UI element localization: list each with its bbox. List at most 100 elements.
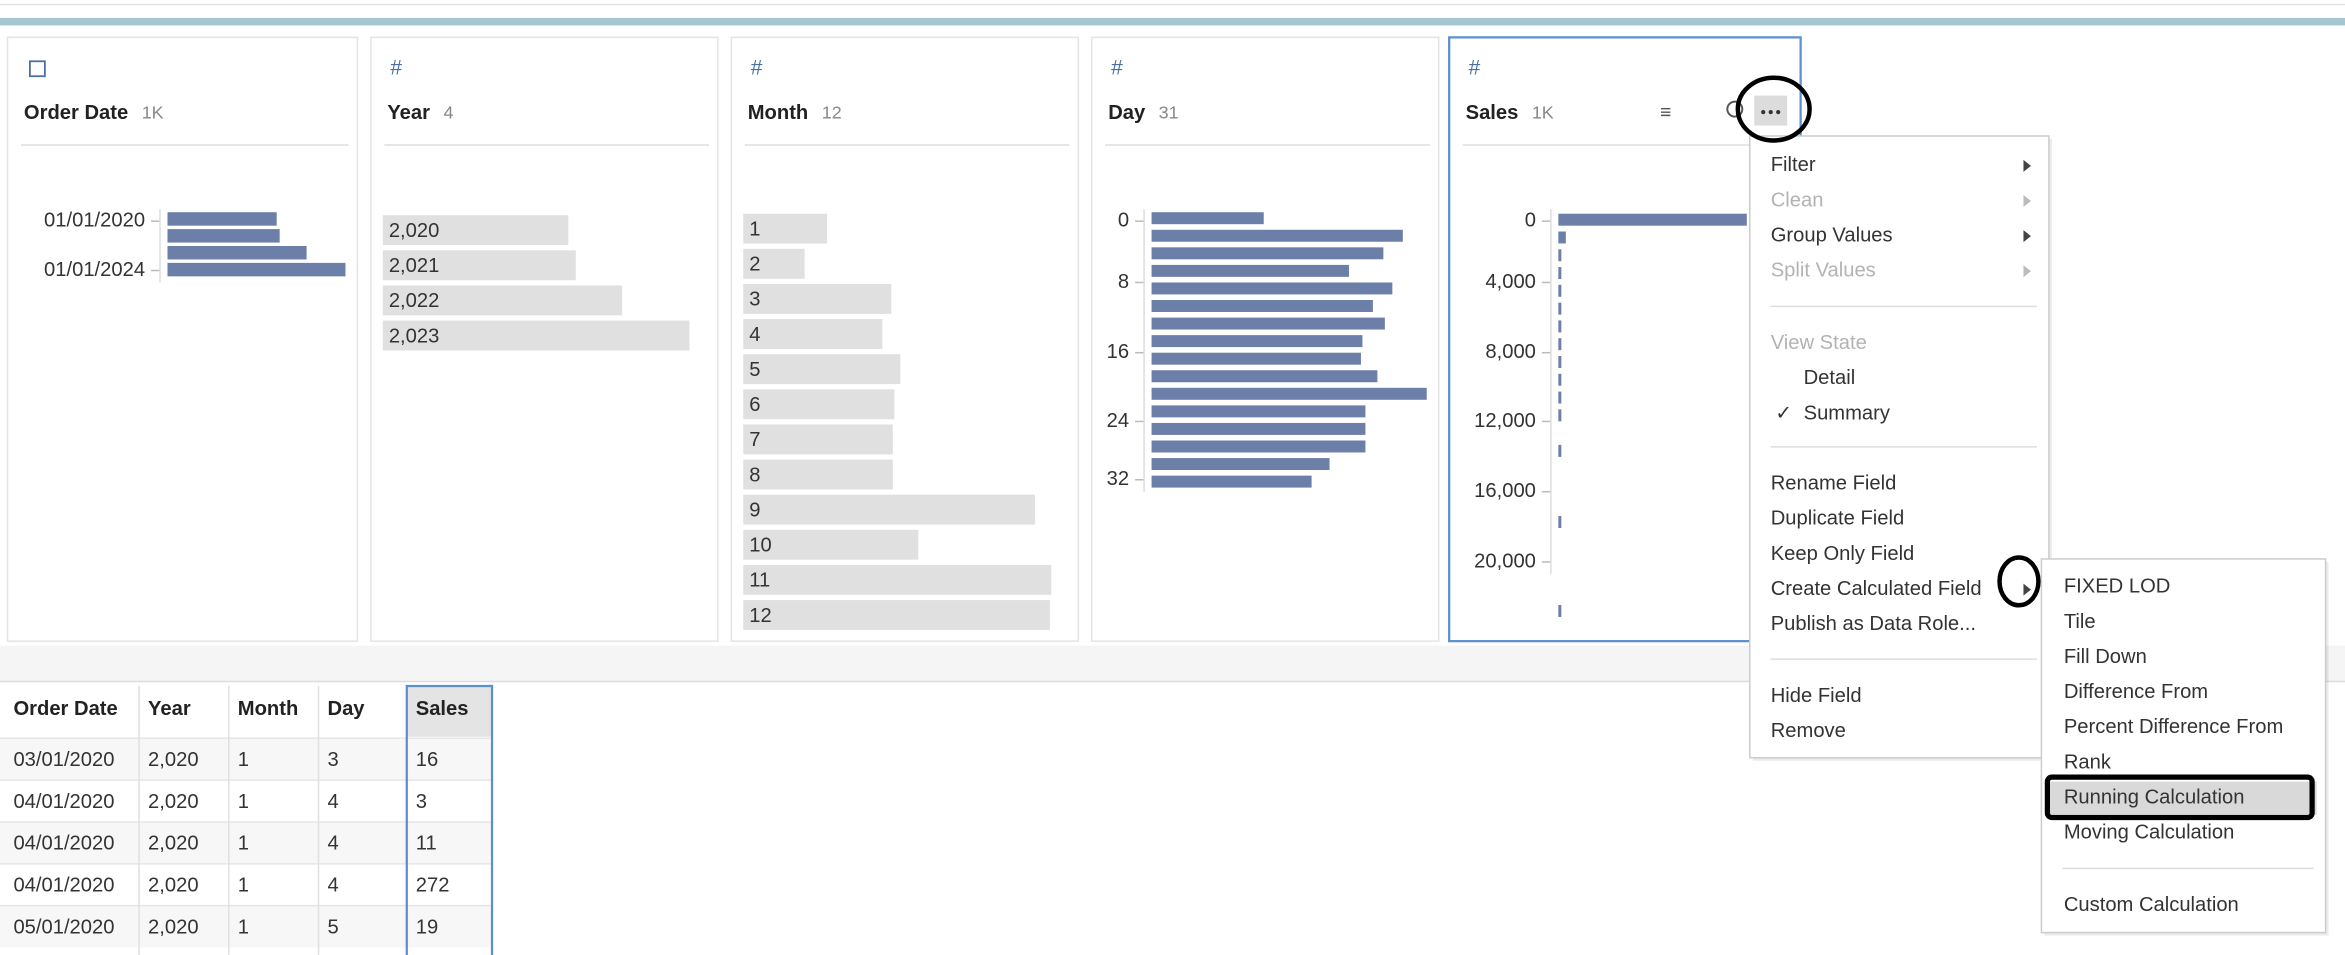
histogram-bar[interactable] <box>1151 440 1366 453</box>
histogram-bar[interactable] <box>1558 338 1562 351</box>
menu-item[interactable]: Hide Field <box>1771 685 1862 707</box>
axis-label: 16,000 <box>1474 480 1536 502</box>
histogram-bar[interactable] <box>1151 422 1366 435</box>
profile-card[interactable] <box>6 36 359 642</box>
number-icon: # <box>390 56 402 79</box>
field-name[interactable]: Day <box>1108 102 1146 124</box>
histogram-bar[interactable] <box>167 229 280 243</box>
histogram-bar[interactable] <box>743 529 919 560</box>
menu-item[interactable]: Percent Difference From <box>2064 716 2283 738</box>
menu-item[interactable]: Rename Field <box>1771 473 1897 495</box>
menu-item[interactable]: Fill Down <box>2064 646 2147 668</box>
histogram-bar[interactable] <box>1558 231 1566 244</box>
histogram-bar[interactable] <box>167 262 346 277</box>
bar-label: 9 <box>749 499 760 521</box>
menu-item[interactable]: Tile <box>2064 611 2096 633</box>
bar-label: 6 <box>749 394 760 416</box>
histogram-bar[interactable] <box>1151 247 1384 260</box>
histogram-bar[interactable] <box>1558 355 1562 368</box>
histogram-bar[interactable] <box>1151 317 1385 330</box>
menu-item[interactable]: Remove <box>1771 720 1846 742</box>
menu-item[interactable]: Group Values <box>1771 224 1893 246</box>
column-header[interactable]: Month <box>238 698 299 720</box>
histogram-bar[interactable] <box>743 213 828 244</box>
column-header[interactable]: Day <box>328 698 366 720</box>
histogram-bar[interactable] <box>382 320 690 351</box>
field-name[interactable]: Month <box>748 102 809 124</box>
histogram-bar[interactable] <box>743 494 1035 525</box>
histogram-bar[interactable] <box>1558 373 1562 386</box>
histogram-bar[interactable] <box>1558 213 1747 226</box>
search-icon[interactable] <box>1726 100 1744 118</box>
flow-bar <box>0 17 2345 26</box>
histogram-bar[interactable] <box>743 424 893 455</box>
histogram-bar[interactable] <box>1151 212 1264 225</box>
histogram-bar[interactable] <box>1151 458 1330 471</box>
histogram-bar[interactable] <box>1151 370 1378 383</box>
field-name[interactable]: Order Date <box>24 102 128 124</box>
row-stripe <box>0 738 493 781</box>
histogram-bar[interactable] <box>1151 352 1361 365</box>
histogram-bar[interactable] <box>1558 284 1562 297</box>
histogram-bar[interactable] <box>1151 229 1403 242</box>
menu-item[interactable]: Moving Calculation <box>2064 822 2234 844</box>
menu-item[interactable]: Detail <box>1804 367 1856 389</box>
histogram-bar[interactable] <box>743 600 1050 630</box>
histogram-bar[interactable] <box>1558 409 1562 422</box>
menu-item[interactable]: Filter <box>1771 154 1816 176</box>
more-dot <box>1776 109 1781 115</box>
histogram-bar[interactable] <box>1558 444 1562 457</box>
histogram-bar[interactable] <box>1558 302 1562 315</box>
field-count: 1K <box>1532 102 1554 122</box>
table-cell: 05/01/2020 <box>13 916 114 938</box>
histogram-bar[interactable] <box>1558 604 1562 617</box>
histogram-bar[interactable] <box>1151 475 1312 488</box>
histogram-bar[interactable] <box>743 389 895 420</box>
histogram-bar[interactable] <box>1151 264 1349 277</box>
histogram-bar[interactable] <box>1151 387 1427 400</box>
number-icon: # <box>1469 56 1481 79</box>
menu-item[interactable]: Running Calculation <box>2064 786 2245 808</box>
column-header[interactable]: Year <box>148 698 191 720</box>
histogram-bar[interactable] <box>743 283 892 314</box>
menu-item[interactable]: Rank <box>2064 751 2112 773</box>
submenu-arrow <box>2023 265 2031 278</box>
column-header[interactable]: Sales <box>416 698 469 720</box>
profile-card[interactable] <box>1448 36 1802 643</box>
histogram-bar[interactable] <box>743 319 883 349</box>
menu-item[interactable]: Custom Calculation <box>2064 894 2239 916</box>
bar-label: 2,022 <box>389 290 440 312</box>
menu-item[interactable]: Duplicate Field <box>1771 508 1904 530</box>
histogram-bar[interactable] <box>1151 405 1366 418</box>
histogram-bar[interactable] <box>1151 335 1363 348</box>
bar-label: 5 <box>749 359 760 381</box>
histogram-bar[interactable] <box>382 250 576 281</box>
histogram-bar[interactable] <box>382 285 623 316</box>
menu-item[interactable]: Publish as Data Role... <box>1771 613 1976 635</box>
histogram-bar[interactable] <box>743 459 893 490</box>
menu-item[interactable]: Keep Only Field <box>1771 543 1915 565</box>
histogram-bar[interactable] <box>1558 249 1562 262</box>
menu-item[interactable]: Difference From <box>2064 681 2208 703</box>
field-name[interactable]: Sales <box>1466 102 1519 124</box>
histogram-bar[interactable] <box>743 564 1052 595</box>
histogram-bar[interactable] <box>1558 320 1562 333</box>
histogram-bar[interactable] <box>1558 391 1562 404</box>
bar-label: 1 <box>749 218 760 240</box>
menu-item[interactable]: Create Calculated Field <box>1771 578 1982 600</box>
row-stripe <box>0 821 493 864</box>
histogram-bar[interactable] <box>1151 282 1393 295</box>
menu-item[interactable]: FIXED LOD <box>2064 576 2171 598</box>
field-name[interactable]: Year <box>387 102 430 124</box>
histogram-bar[interactable] <box>1558 267 1562 280</box>
histogram-bar[interactable] <box>743 248 805 279</box>
histogram-bar[interactable] <box>167 212 277 226</box>
histogram-bar[interactable] <box>167 245 307 260</box>
histogram-bar[interactable] <box>382 215 569 246</box>
menu-item[interactable]: Summary <box>1804 402 1891 424</box>
histogram-bar[interactable] <box>743 354 901 385</box>
histogram-bar[interactable] <box>1558 516 1562 529</box>
histogram-bar[interactable] <box>1151 300 1373 312</box>
column-header[interactable]: Order Date <box>13 698 117 720</box>
axis-label: 4,000 <box>1485 271 1536 293</box>
